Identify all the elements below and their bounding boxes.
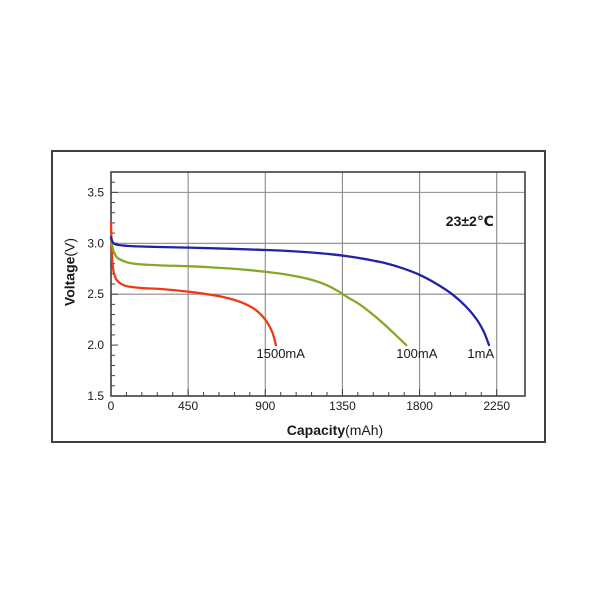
x-tick-label: 450	[178, 399, 198, 413]
series-label-100mA: 100mA	[396, 346, 438, 361]
series-curve-1500mA	[109, 221, 278, 347]
y-tick-label: 3.0	[87, 236, 104, 250]
y-tick-label: 1.5	[87, 389, 104, 403]
y-tick-label: 3.5	[87, 185, 104, 199]
x-tick-label: 0	[108, 399, 115, 413]
series-curve-1mA	[109, 236, 491, 347]
x-tick-label: 1800	[406, 399, 433, 413]
series-label-1500mA: 1500mA	[257, 346, 306, 361]
series-label-1mA: 1mA	[467, 346, 494, 361]
y-tick-label: 2.0	[87, 338, 104, 352]
series-curve-100mA	[109, 238, 408, 347]
x-tick-label: 1350	[329, 399, 356, 413]
x-tick-label: 2250	[483, 399, 510, 413]
y-axis-title: Voltage(V)	[62, 238, 78, 306]
x-axis-title: Capacity(mAh)	[287, 422, 383, 438]
figure-frame: 0 450 900 1350 1800 2250 1.5 2.0 2.5 3.0 3.5 1500mA…	[51, 150, 546, 443]
plot-frame	[110, 171, 526, 397]
y-tick-label: 2.5	[87, 287, 104, 301]
battery-discharge-chart: 0 450 900 1350 1800 2250 1.5 2.0 2.5 3.0 3.5 1500mA…	[62, 171, 526, 438]
temperature-annotation: 23±2℃	[446, 213, 494, 229]
x-tick-label: 900	[255, 399, 275, 413]
